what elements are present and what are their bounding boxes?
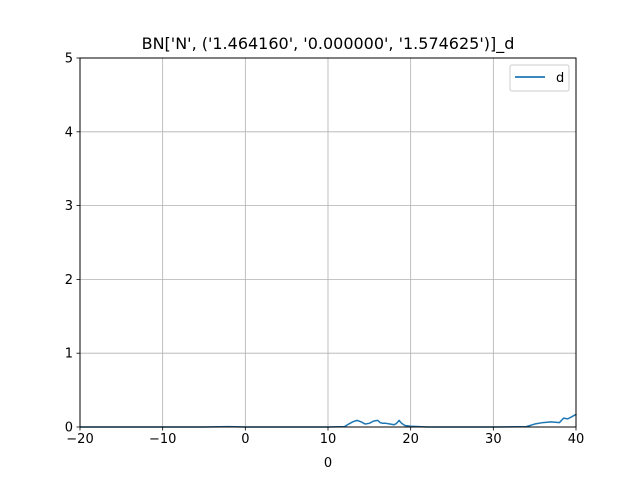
x-tick-label: −20 <box>66 432 93 447</box>
y-tick-label: 0 <box>65 421 73 436</box>
legend-label-d: d <box>556 71 564 86</box>
axis-ticks: −20 −10 0 10 20 30 40 0 1 2 3 4 5 <box>65 52 585 448</box>
legend-box <box>509 64 570 92</box>
x-tick-label: 20 <box>402 432 419 447</box>
legend: d <box>509 64 570 92</box>
x-axis-label: 0 <box>324 456 332 471</box>
y-tick-label: 4 <box>65 125 73 140</box>
x-tick-label: 10 <box>320 432 337 447</box>
y-tick-label: 3 <box>65 199 73 214</box>
x-tick-label: −10 <box>149 432 176 447</box>
x-tick-label: 0 <box>241 432 249 447</box>
x-tick-label: 40 <box>568 432 585 447</box>
y-tick-label: 1 <box>65 347 73 362</box>
y-tick-label: 5 <box>65 52 73 67</box>
chart-title: BN['N', ('1.464160', '0.000000', '1.5746… <box>142 34 515 54</box>
x-tick-label: 30 <box>485 432 502 447</box>
y-tick-label: 2 <box>65 273 73 288</box>
